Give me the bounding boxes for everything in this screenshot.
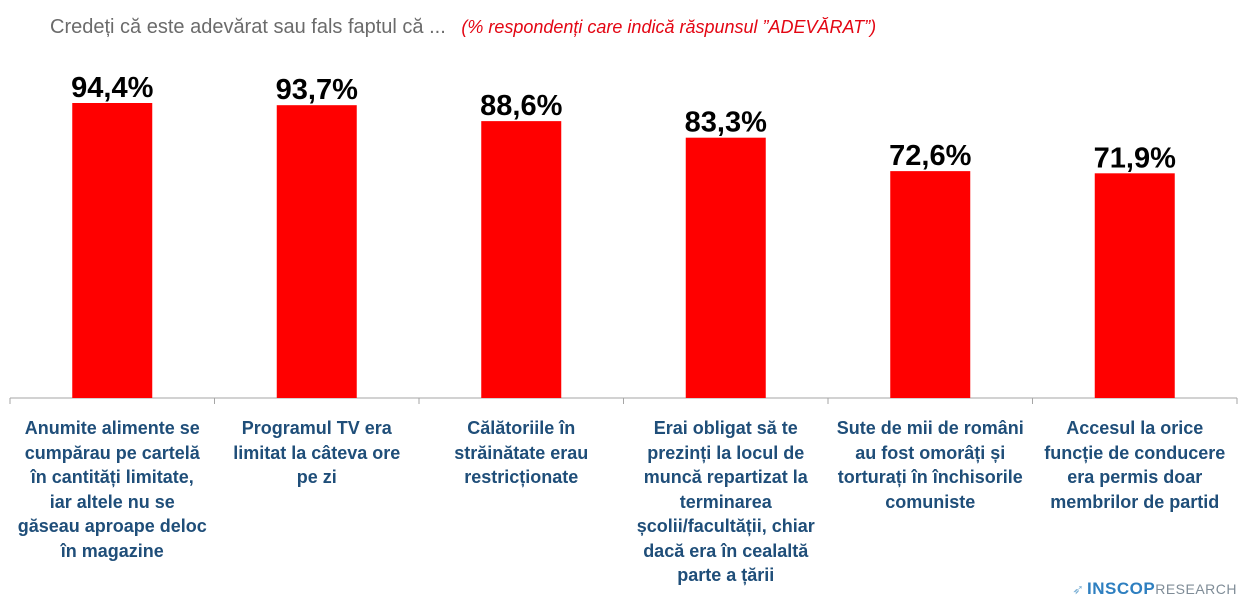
bird-icon: ➶	[1072, 580, 1085, 597]
data-label: 94,4%	[71, 72, 153, 104]
category-label: Călătoriile în străinătate erau restricț…	[454, 418, 589, 487]
bar	[685, 137, 766, 398]
bar	[890, 171, 971, 398]
logo-brand: INSCOP	[1087, 579, 1156, 598]
category-label: Programul TV era limitat la câteva ore p…	[233, 418, 401, 487]
category-label: Erai obligat să te prezinți la locul de …	[636, 418, 815, 585]
chart-title-main: Credeți că este adevărat sau fals faptul…	[50, 16, 446, 38]
category-label: Sute de mii de români au fost omorâți și…	[836, 418, 1024, 512]
bar	[72, 103, 153, 398]
category-label: Accesul la orice funcție de conducere er…	[1044, 418, 1226, 512]
bar	[481, 121, 562, 398]
chart-title-subtitle: (% respondenți care indică răspunsul ”AD…	[461, 17, 877, 37]
data-label: 88,6%	[480, 90, 562, 122]
data-label: 72,6%	[889, 140, 971, 172]
data-label: 83,3%	[685, 107, 767, 139]
logo-brand-suffix: RESEARCH	[1155, 581, 1237, 597]
bar	[276, 105, 357, 398]
category-label: Anumite alimente se cumpărau pe cartelă …	[17, 418, 207, 561]
data-label: 93,7%	[276, 74, 358, 106]
chart-title: Credeți că este adevărat sau fals faptul…	[50, 16, 876, 39]
data-label: 71,9%	[1094, 142, 1176, 174]
bar	[1094, 173, 1175, 398]
inscop-logo: ➶ INSCOP RESEARCH	[1072, 579, 1237, 599]
